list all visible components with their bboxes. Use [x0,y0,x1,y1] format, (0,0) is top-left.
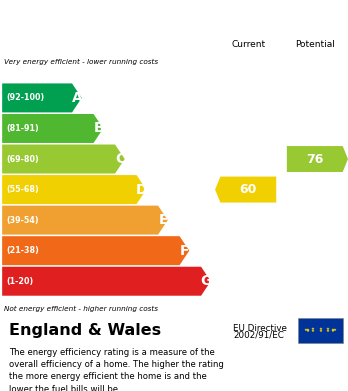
Text: England & Wales: England & Wales [9,323,161,338]
Text: D: D [136,183,148,197]
Text: Energy Efficiency Rating: Energy Efficiency Rating [9,9,211,23]
Text: ★: ★ [303,328,307,332]
Text: 2002/91/EC: 2002/91/EC [233,330,284,339]
Text: ★: ★ [326,327,330,331]
Text: ★: ★ [311,329,315,333]
Text: ★: ★ [333,328,337,332]
Text: ★: ★ [318,327,322,331]
Text: C: C [115,152,126,166]
Text: B: B [94,122,104,135]
Text: E: E [159,213,168,227]
Text: Not energy efficient - higher running costs: Not energy efficient - higher running co… [4,306,158,312]
Text: (1-20): (1-20) [7,277,34,286]
Text: 76: 76 [306,152,323,165]
Bar [298,318,343,343]
Text: A: A [72,91,83,105]
Text: ★: ★ [331,328,335,332]
Polygon shape [287,146,348,172]
Polygon shape [2,206,168,235]
Text: EU Directive: EU Directive [233,324,287,333]
Text: (92-100): (92-100) [7,93,45,102]
Text: (69-80): (69-80) [7,154,39,163]
Text: ★: ★ [305,329,309,333]
Text: ★: ★ [326,329,330,333]
Text: F: F [180,244,190,258]
Text: (39-54): (39-54) [7,215,39,224]
Text: ★: ★ [311,327,315,331]
Text: ★: ★ [305,328,309,332]
Polygon shape [2,145,125,174]
Text: Current: Current [231,40,266,49]
Polygon shape [2,114,103,143]
Text: (55-68): (55-68) [7,185,39,194]
Text: (21-38): (21-38) [7,246,39,255]
Text: Very energy efficient - lower running costs: Very energy efficient - lower running co… [4,59,158,65]
Text: (81-91): (81-91) [7,124,39,133]
Polygon shape [215,177,276,203]
Text: The energy efficiency rating is a measure of the
overall efficiency of a home. T: The energy efficiency rating is a measur… [9,348,223,391]
Text: ★: ★ [318,330,322,334]
Polygon shape [2,175,146,204]
Polygon shape [2,267,211,296]
Text: 60: 60 [240,183,257,196]
Text: G: G [201,274,212,288]
Polygon shape [2,236,189,265]
Text: Potential: Potential [295,40,335,49]
Text: ★: ★ [331,329,335,333]
Polygon shape [2,83,82,113]
